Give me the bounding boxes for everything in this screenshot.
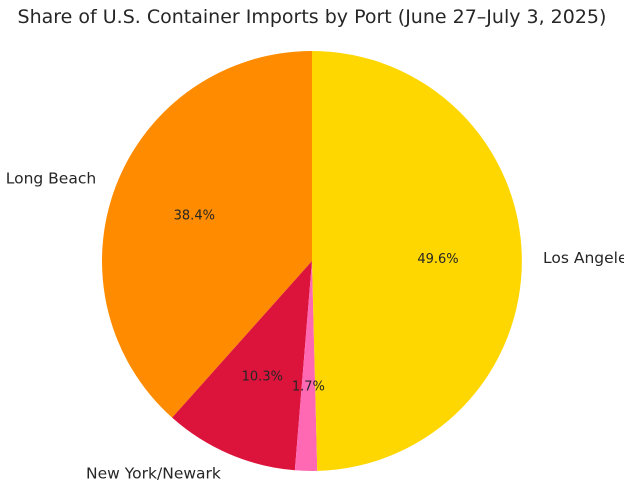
category-label-all-other-ports: All Other Ports: [194, 483, 306, 485]
category-label-long-beach: Long Beach: [6, 170, 96, 188]
percent-label-all-other-ports: 1.7%: [292, 379, 325, 394]
percent-label-long-beach: 38.4%: [174, 209, 215, 224]
slice-new-york-newark: [172, 261, 312, 471]
category-label-los-angeles: Los Angeles: [543, 249, 624, 267]
slice-los-angeles: [312, 51, 522, 471]
percent-label-new-york-newark: 10.3%: [242, 369, 283, 384]
pie-slices: [101, 50, 522, 471]
chart-title: Share of U.S. Container Imports by Port …: [18, 6, 607, 28]
slice-all-other-ports: [294, 261, 318, 471]
slice-long-beach: [101, 50, 312, 418]
percent-label-los-angeles: 49.6%: [417, 252, 458, 267]
pie-labels: Long Beach 38.4% New York/Newark 10.3% All O…: [6, 170, 624, 485]
category-label-new-york-newark: New York/Newark: [86, 464, 221, 482]
